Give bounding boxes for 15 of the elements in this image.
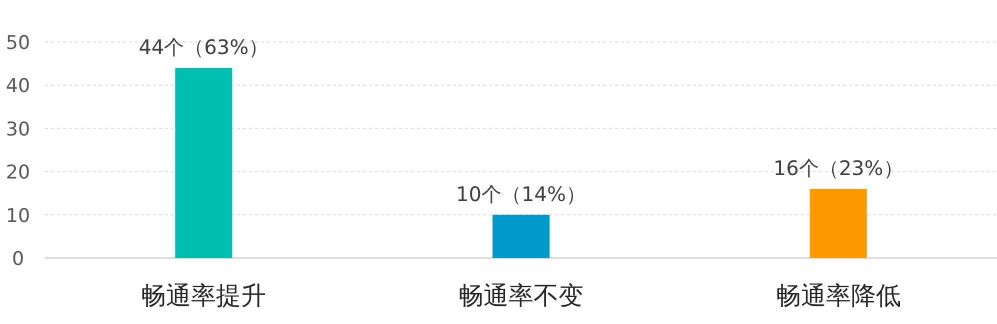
y-tick-label: 0 bbox=[12, 248, 24, 270]
y-tick-label: 50 bbox=[6, 32, 30, 54]
bar bbox=[175, 68, 232, 258]
x-tick-label: 畅通率降低 bbox=[776, 281, 901, 310]
y-tick-label: 30 bbox=[6, 118, 30, 140]
x-tick-label: 畅通率不变 bbox=[458, 281, 584, 310]
data-label: 16个（23%） bbox=[773, 156, 904, 180]
y-tick-label: 20 bbox=[6, 162, 30, 184]
data-label: 10个（14%） bbox=[456, 182, 586, 206]
y-tick-label: 10 bbox=[6, 204, 30, 227]
y-tick-label: 40 bbox=[6, 75, 30, 98]
data-label: 44个（63%） bbox=[138, 34, 269, 59]
bar bbox=[810, 188, 867, 258]
x-tick-label: 畅通率提升 bbox=[141, 281, 266, 310]
bar bbox=[492, 214, 550, 258]
